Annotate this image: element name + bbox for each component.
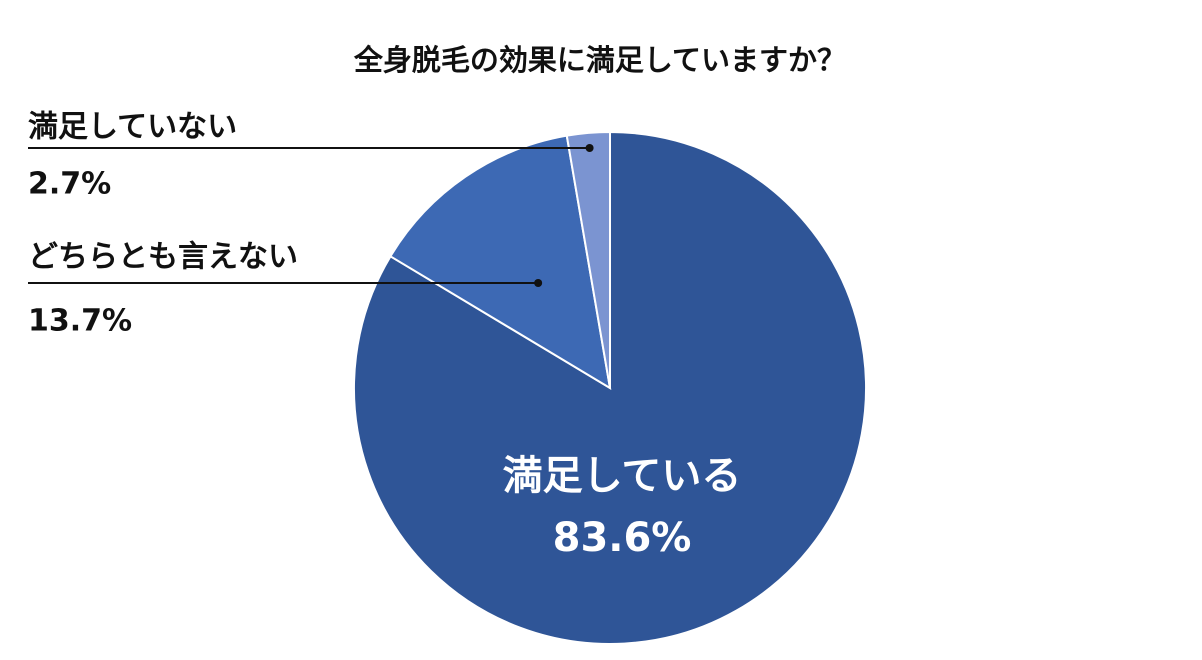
leader-dot bbox=[585, 144, 594, 152]
value-label: 13.7% bbox=[28, 304, 132, 339]
value-label: 83.6% bbox=[553, 515, 692, 561]
chart-title: 全身脱毛の効果に満足していますか？ bbox=[353, 43, 846, 77]
slice-label: どちらとも言えない bbox=[28, 240, 298, 275]
slice-label: 満足している bbox=[503, 453, 742, 499]
slice-label: 満足していない bbox=[28, 110, 237, 145]
pie-slice bbox=[389, 134, 612, 390]
pie-slice bbox=[565, 130, 611, 389]
leader-dot bbox=[534, 279, 543, 287]
value-label: 2.7% bbox=[28, 167, 111, 202]
